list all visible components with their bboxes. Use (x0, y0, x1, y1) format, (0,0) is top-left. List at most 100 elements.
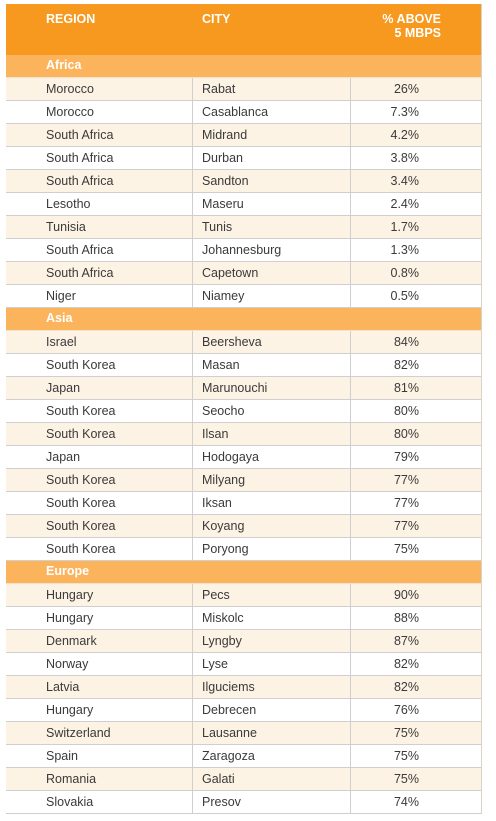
cell-region: Japan (46, 381, 81, 395)
cell-region: South Korea (46, 473, 116, 487)
header-percent: % ABOVE 5 MBPS (321, 12, 441, 40)
column-divider (350, 745, 351, 767)
table-row: Tunisia Tunis 1.7% (6, 216, 481, 239)
cell-region: Slovakia (46, 795, 94, 809)
cell-region: South Korea (46, 519, 116, 533)
cell-percent: 82% (393, 657, 419, 671)
column-divider (192, 216, 193, 238)
cell-region: South Korea (46, 358, 116, 372)
table-row: Hungary Miskolc 88% (6, 607, 481, 630)
column-divider (350, 699, 351, 721)
table-row: Hungary Debrecen 76% (6, 699, 481, 722)
cell-city: Niamey (202, 289, 245, 303)
cell-percent: 0.8% (390, 266, 420, 280)
section-header-africa: Africa (6, 55, 481, 78)
column-divider (192, 607, 193, 629)
cell-percent: 1.3% (390, 243, 420, 257)
table-header: REGION CITY % ABOVE 5 MBPS (6, 4, 481, 55)
column-divider (350, 446, 351, 468)
cell-city: Durban (202, 151, 243, 165)
cell-city: Iksan (202, 496, 232, 510)
column-divider (192, 239, 193, 261)
column-divider (350, 400, 351, 422)
cell-percent: 77% (393, 496, 419, 510)
cell-region: Spain (46, 749, 78, 763)
table-row: South Korea Iksan 77% (6, 492, 481, 515)
cell-city: Johannesburg (202, 243, 282, 257)
cell-region: South Africa (46, 266, 114, 280)
section-label: Africa (46, 58, 82, 72)
cell-percent: 4.2% (390, 128, 420, 142)
cell-region: Lesotho (46, 197, 91, 211)
column-divider (350, 768, 351, 790)
column-divider (192, 193, 193, 215)
cell-city: Seocho (202, 404, 245, 418)
cell-city: Sandton (202, 174, 249, 188)
cell-percent: 88% (393, 611, 419, 625)
column-divider (350, 469, 351, 491)
cell-city: Maseru (202, 197, 244, 211)
column-divider (192, 262, 193, 284)
table-row: Morocco Rabat 26% (6, 78, 481, 101)
column-divider (350, 791, 351, 813)
column-divider (192, 101, 193, 123)
header-region: REGION (46, 12, 96, 26)
cell-percent: 26% (393, 82, 419, 96)
section-label: Europe (46, 564, 90, 578)
cell-percent: 82% (393, 680, 419, 694)
table-row: South Korea Poryong 75% (6, 538, 481, 561)
cell-region: Romania (46, 772, 97, 786)
column-divider (192, 768, 193, 790)
column-divider (350, 101, 351, 123)
cell-region: South Africa (46, 243, 114, 257)
table-row: South Korea Koyang 77% (6, 515, 481, 538)
header-city: CITY (202, 12, 231, 26)
table-row: South Africa Johannesburg 1.3% (6, 239, 481, 262)
column-divider (350, 607, 351, 629)
column-divider (192, 745, 193, 767)
column-divider (192, 492, 193, 514)
cell-percent: 79% (393, 450, 419, 464)
cell-percent: 90% (393, 588, 419, 602)
column-divider (192, 423, 193, 445)
header-percent-line1: % ABOVE (382, 12, 441, 26)
cell-percent: 3.8% (390, 151, 420, 165)
header-percent-line2: 5 MBPS (394, 26, 441, 40)
cell-region: South Korea (46, 404, 116, 418)
cell-region: Hungary (46, 611, 94, 625)
section-label: Asia (46, 311, 73, 325)
cell-city: Miskolc (202, 611, 244, 625)
cell-region: Tunisia (46, 220, 86, 234)
cell-region: Denmark (46, 634, 97, 648)
cell-city: Tunis (202, 220, 233, 234)
table-row: South Korea Seocho 80% (6, 400, 481, 423)
cell-region: South Korea (46, 542, 116, 556)
cell-region: Morocco (46, 105, 94, 119)
column-divider (192, 124, 193, 146)
cell-region: Latvia (46, 680, 80, 694)
table-row: South Africa Sandton 3.4% (6, 170, 481, 193)
table-row: Morocco Casablanca 7.3% (6, 101, 481, 124)
table-row: South Africa Capetown 0.8% (6, 262, 481, 285)
cell-percent: 7.3% (390, 105, 420, 119)
column-divider (192, 630, 193, 652)
table-row: Lesotho Maseru 2.4% (6, 193, 481, 216)
table-body: Africa Morocco Rabat 26% Morocco Casablanca 7.… (6, 55, 481, 814)
cell-percent: 82% (393, 358, 419, 372)
cell-city: Ilsan (202, 427, 229, 441)
column-divider (192, 377, 193, 399)
cell-percent: 77% (393, 473, 419, 487)
table-row: Denmark Lyngby 87% (6, 630, 481, 653)
column-divider (192, 791, 193, 813)
table-row: South Korea Masan 82% (6, 354, 481, 377)
table-row: Slovakia Presov 74% (6, 791, 481, 814)
cell-percent: 76% (393, 703, 419, 717)
column-divider (192, 285, 193, 307)
cell-percent: 81% (393, 381, 419, 395)
column-divider (192, 515, 193, 537)
cell-city: Beersheva (202, 335, 262, 349)
cell-region: Israel (46, 335, 77, 349)
cell-city: Milyang (202, 473, 246, 487)
column-divider (192, 584, 193, 606)
cell-city: Masan (202, 358, 240, 372)
